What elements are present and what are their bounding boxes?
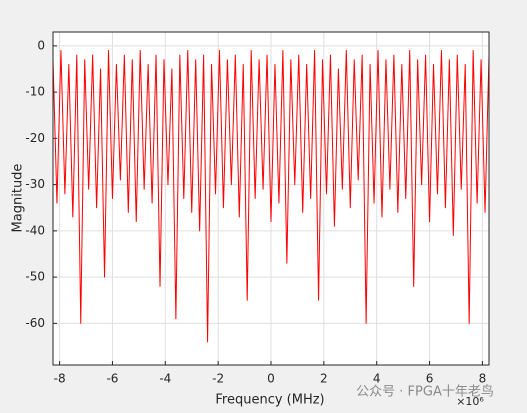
- y-tick-label: -50: [25, 270, 45, 284]
- x-axis-label: Frequency (MHz): [215, 393, 324, 408]
- axes-box: [52, 31, 490, 366]
- y-tick-label: -30: [25, 177, 45, 191]
- x-tick-label: -6: [106, 372, 118, 386]
- y-tick-label: -40: [25, 223, 45, 237]
- x-tick-label: 6: [426, 372, 434, 386]
- x-tick-label: -2: [212, 372, 224, 386]
- x-tick-label: 8: [479, 372, 487, 386]
- spectrum-line: [52, 50, 490, 343]
- y-tick-label: -10: [25, 85, 45, 99]
- y-axis-label: Magnitude: [11, 164, 26, 233]
- y-tick-label: 0: [37, 38, 45, 52]
- y-tick-label: -20: [25, 131, 45, 145]
- x-tick-label: -4: [159, 372, 171, 386]
- x-multiplier: ×10⁶: [456, 395, 484, 408]
- x-tick-label: 4: [373, 372, 381, 386]
- y-tick-label: -60: [25, 316, 45, 330]
- x-tick-label: 0: [267, 372, 275, 386]
- x-tick-label: 2: [320, 372, 328, 386]
- watermark: 公众号 · FPGA十年老鸟: [356, 384, 494, 400]
- x-tick-label: -8: [54, 372, 66, 386]
